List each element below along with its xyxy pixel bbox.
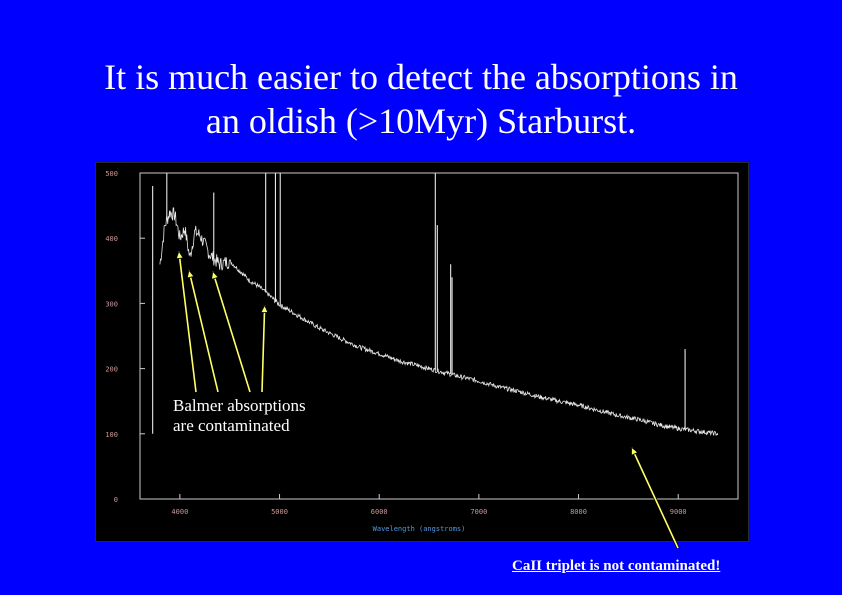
y-tick-label: 300 [105,300,118,308]
slide-title: It is much easier to detect the absorpti… [0,55,842,143]
y-tick-label: 200 [105,366,118,374]
y-tick-label: 100 [105,431,118,439]
y-tick-label: 500 [105,170,118,178]
x-tick-label: 4000 [171,508,188,516]
balmer-annotation: Balmer absorptions are contaminated [173,396,306,436]
y-tick-label: 400 [105,235,118,243]
spectrum-plot: 4000 5000 6000 7000 8000 9000 0 100 200 300 400 500… [95,162,749,542]
x-tick-label: 5000 [271,508,288,516]
x-tick-label: 6000 [371,508,388,516]
x-tick-label: 9000 [670,508,687,516]
plot-axes-frame [139,172,739,500]
ca-triplet-annotation: CaII triplet is not contaminated! [512,558,721,574]
balmer-annotation-line-1: Balmer absorptions [173,396,306,415]
balmer-annotation-line-2: are contaminated [173,416,290,435]
title-line-2: an oldish (>10Myr) Starburst. [205,101,637,141]
spectrum-series-line [159,207,719,437]
title-line-1: It is much easier to detect the absorpti… [104,57,738,97]
y-tick-label: 0 [114,496,118,504]
x-axis-label: Wavelength (angstroms) [373,525,466,533]
x-tick-label: 7000 [470,508,487,516]
x-tick-label: 8000 [570,508,587,516]
spectrum-chart: 4000 5000 6000 7000 8000 9000 0 100 200 300 400 500… [105,170,739,533]
